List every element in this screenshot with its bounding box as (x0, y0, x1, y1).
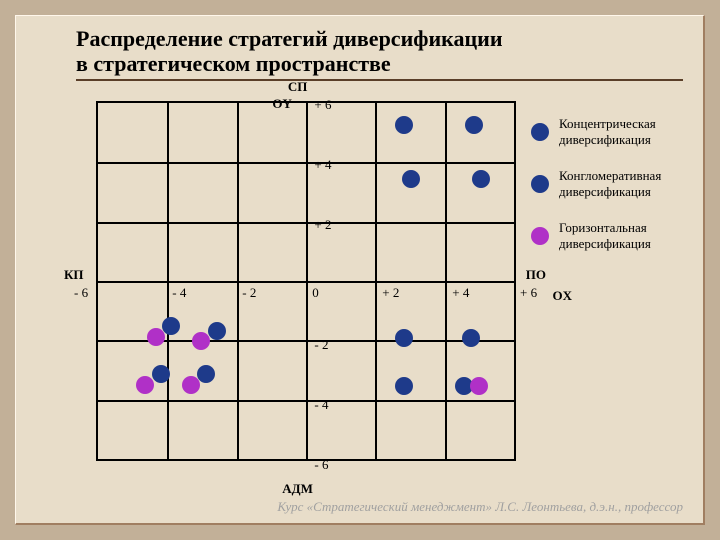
gridline-v (167, 103, 169, 459)
x-tick: 0 (312, 285, 319, 301)
title-line1: Распределение стратегий диверсификации (76, 26, 503, 51)
x-tick: - 6 (74, 285, 88, 301)
x-tick: + 2 (382, 285, 399, 301)
y-tick: - 2 (314, 337, 328, 353)
data-point (197, 365, 215, 383)
data-point (462, 329, 480, 347)
chart: СП OY АДМ КП ПО OX + 6+ 4+ 2- 2- 4- 6- 6… (96, 101, 516, 461)
data-point (162, 317, 180, 335)
legend-label: Горизонтальная диверсификация (559, 220, 681, 252)
footer-text: Курс «Стратегический менеджмент» Л.С. Ле… (277, 499, 683, 515)
x-tick: + 4 (452, 285, 469, 301)
y-tick: + 2 (314, 217, 331, 233)
gridline-v (445, 103, 447, 459)
legend-item: Конгломеративная диверсификация (531, 168, 681, 200)
data-point (395, 329, 413, 347)
data-point (182, 376, 200, 394)
data-point (395, 116, 413, 134)
y-tick: - 6 (314, 457, 328, 473)
legend-dot-icon (531, 123, 549, 141)
data-point (152, 365, 170, 383)
legend: Концентрическая диверсификация Конгломера… (531, 116, 681, 272)
gridline-v (237, 103, 239, 459)
legend-dot-icon (531, 175, 549, 193)
label-bottom: АДМ (282, 481, 313, 497)
label-top: СП (288, 79, 308, 95)
legend-label: Концентрическая диверсификация (559, 116, 681, 148)
data-point (192, 332, 210, 350)
data-point (470, 377, 488, 395)
y-tick: - 4 (314, 397, 328, 413)
y-tick: + 4 (314, 157, 331, 173)
title-underline (76, 79, 683, 81)
legend-label: Конгломеративная диверсификация (559, 168, 681, 200)
data-point (402, 170, 420, 188)
gridline-v (375, 103, 377, 459)
data-point (208, 322, 226, 340)
grid (96, 101, 516, 461)
label-ox: OX (553, 288, 573, 304)
legend-item: Горизонтальная диверсификация (531, 220, 681, 252)
y-tick: + 6 (314, 97, 331, 113)
data-point (147, 328, 165, 346)
data-point (472, 170, 490, 188)
title-line2: в стратегическом пространстве (76, 51, 391, 76)
x-tick: - 4 (172, 285, 186, 301)
label-oy: OY (272, 96, 292, 112)
data-point (136, 376, 154, 394)
data-point (395, 377, 413, 395)
legend-dot-icon (531, 227, 549, 245)
label-left: КП (64, 267, 84, 283)
gridline-v (306, 103, 308, 459)
x-tick: - 2 (242, 285, 256, 301)
legend-item: Концентрическая диверсификация (531, 116, 681, 148)
data-point (465, 116, 483, 134)
x-tick: + 6 (520, 285, 537, 301)
